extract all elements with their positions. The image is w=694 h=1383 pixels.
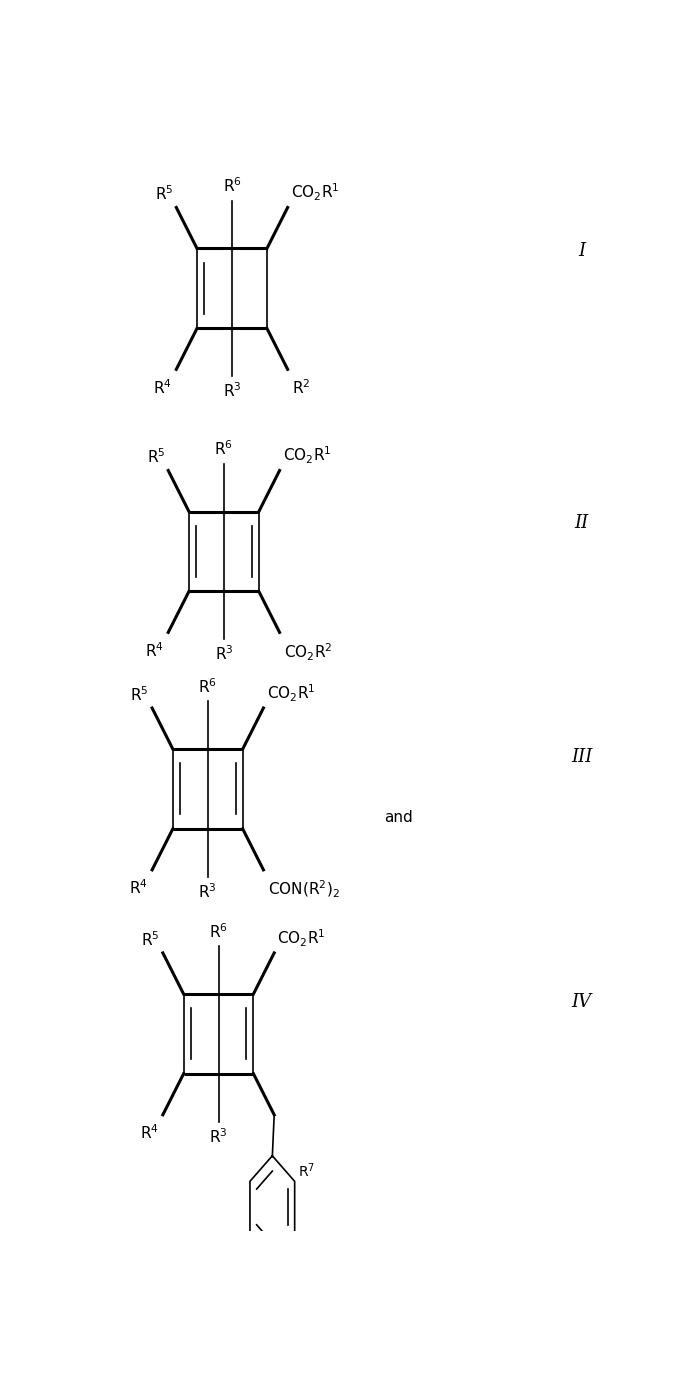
Text: R$^6$: R$^6$	[198, 678, 217, 696]
Text: II: II	[575, 513, 589, 531]
Text: R$^4$: R$^4$	[129, 878, 148, 898]
Text: R$^4$: R$^4$	[153, 378, 172, 397]
Text: III: III	[571, 748, 592, 766]
Text: R$^3$: R$^3$	[223, 382, 242, 400]
Text: R$^3$: R$^3$	[198, 882, 217, 900]
Text: R$^4$: R$^4$	[145, 642, 164, 660]
Text: R$^2$: R$^2$	[292, 378, 310, 397]
Text: CO$_2$R$^1$: CO$_2$R$^1$	[266, 682, 315, 704]
Text: IV: IV	[572, 993, 591, 1011]
Text: CO$_2$R$^1$: CO$_2$R$^1$	[282, 445, 331, 466]
Text: R$^5$: R$^5$	[146, 448, 165, 466]
Text: R$^5$: R$^5$	[130, 685, 149, 704]
Text: CON(R$^2$)$_2$: CON(R$^2$)$_2$	[268, 878, 339, 900]
Text: R$^7$: R$^7$	[298, 1162, 316, 1181]
Text: R$^4$: R$^4$	[139, 1123, 158, 1142]
Text: I: I	[578, 242, 585, 260]
Text: R$^3$: R$^3$	[209, 1127, 228, 1145]
Text: CO$_2$R$^2$: CO$_2$R$^2$	[284, 642, 332, 662]
Text: R$^6$: R$^6$	[209, 922, 228, 940]
Text: R$^6$: R$^6$	[214, 440, 233, 458]
Text: R$^6$: R$^6$	[223, 177, 242, 195]
Text: CO$_2$R$^1$: CO$_2$R$^1$	[291, 183, 339, 203]
Text: R$^5$: R$^5$	[142, 931, 160, 949]
Text: R$^5$: R$^5$	[155, 185, 174, 203]
Text: and: and	[384, 810, 413, 826]
Text: CO$_2$R$^1$: CO$_2$R$^1$	[278, 928, 325, 949]
Text: R$^3$: R$^3$	[214, 644, 233, 664]
